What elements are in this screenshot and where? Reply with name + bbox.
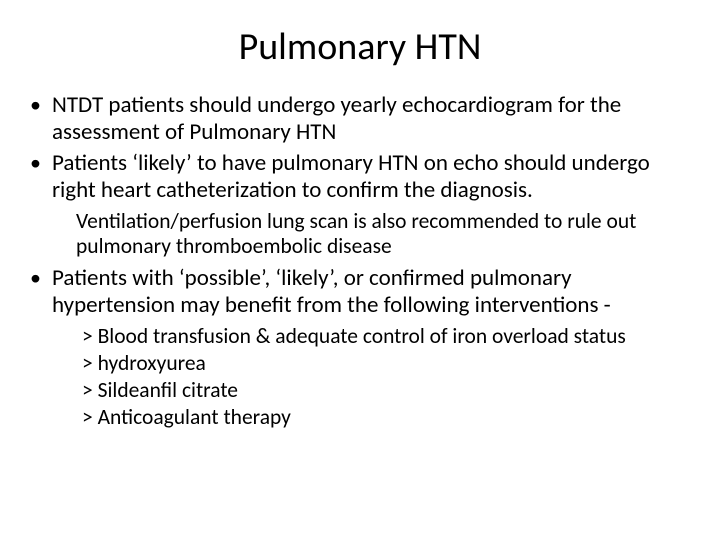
intervention-3: > Sildeanfil citrate bbox=[82, 377, 696, 404]
intervention-list: > Blood transfusion & adequate control o… bbox=[24, 323, 696, 431]
bullet-1: NTDT patients should undergo yearly echo… bbox=[24, 92, 696, 146]
intervention-1: > Blood transfusion & adequate control o… bbox=[82, 323, 696, 350]
intervention-2: > hydroxyurea bbox=[82, 350, 696, 377]
bullet-list: NTDT patients should undergo yearly echo… bbox=[24, 92, 696, 205]
slide-title: Pulmonary HTN bbox=[24, 24, 696, 70]
bullet-2-sub: Ventilation/perfusion lung scan is also … bbox=[24, 209, 696, 260]
bullet-2: Patients ‘likely’ to have pulmonary HTN … bbox=[24, 150, 696, 204]
bullet-list-2: Patients with ‘possible’, ‘likely’, or c… bbox=[24, 265, 696, 319]
bullet-3: Patients with ‘possible’, ‘likely’, or c… bbox=[24, 265, 696, 319]
intervention-4: > Anticoagulant therapy bbox=[82, 404, 696, 431]
